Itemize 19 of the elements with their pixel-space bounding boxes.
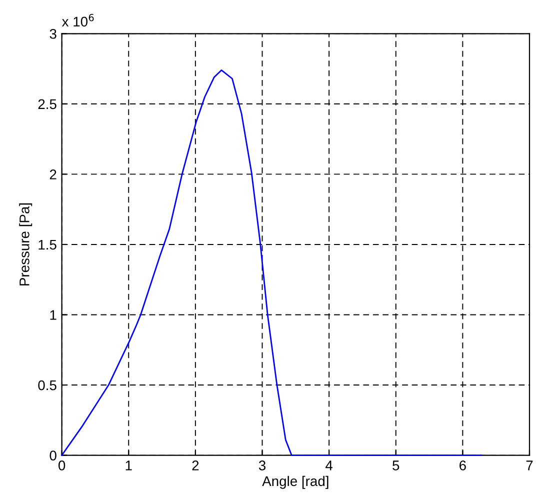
y-tick-label: 1.5 xyxy=(38,240,56,250)
y-tick-label: 0 xyxy=(50,450,56,460)
x-tick-label: 6 xyxy=(460,460,466,470)
line-series xyxy=(61,69,482,456)
x-tick-label: 2 xyxy=(192,460,199,470)
y-tick-label: 3 xyxy=(50,28,56,39)
y-axis-title: Pressure [Pa] xyxy=(19,203,32,286)
y-tick-label: 1 xyxy=(50,310,56,320)
x-tick-label: 3 xyxy=(258,460,266,470)
x-tick-label: 1 xyxy=(126,460,132,470)
y-tick-label: 2.5 xyxy=(38,99,56,110)
x-tick-label: 5 xyxy=(392,460,400,470)
x-axis-title: Angle [rad] xyxy=(262,476,328,489)
y-tick-label: 2 xyxy=(50,170,56,180)
x-tick-label: 0 xyxy=(58,460,66,470)
x-tick-label: 7 xyxy=(526,460,533,470)
x-tick-label: 4 xyxy=(326,460,333,470)
text: x 10$^{6}$ xyxy=(62,14,94,27)
y-tick-label: 0.5 xyxy=(38,380,56,390)
